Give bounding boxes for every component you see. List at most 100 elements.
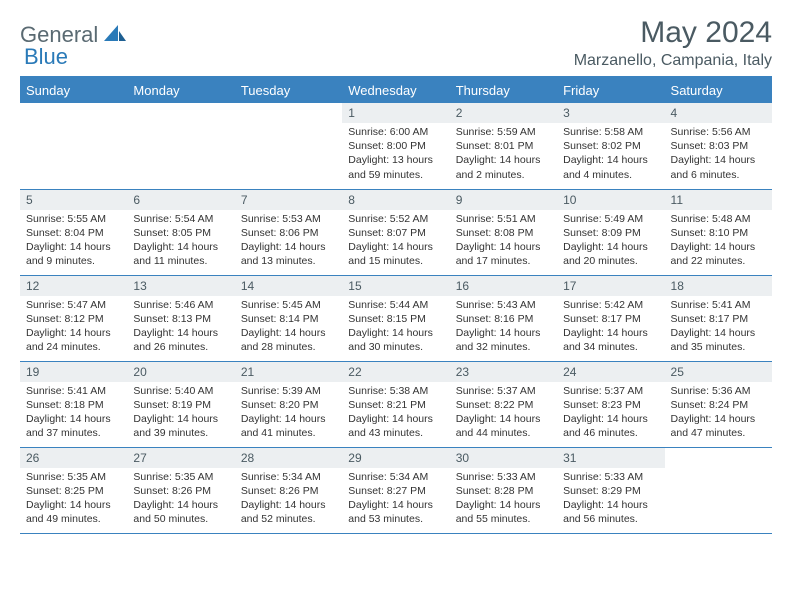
sunrise-text: Sunrise: 5:34 AM	[241, 470, 336, 484]
daylight-text: Daylight: 14 hours and 56 minutes.	[563, 498, 658, 526]
day-number: 12	[20, 276, 127, 296]
daylight-text: Daylight: 14 hours and 22 minutes.	[671, 240, 766, 268]
sunset-text: Sunset: 8:28 PM	[456, 484, 551, 498]
calendar-day-cell: 9Sunrise: 5:51 AMSunset: 8:08 PMDaylight…	[450, 189, 557, 275]
sunset-text: Sunset: 8:00 PM	[348, 139, 443, 153]
day-header: Tuesday	[235, 77, 342, 103]
day-number: 7	[235, 190, 342, 210]
calendar-week-row: 5Sunrise: 5:55 AMSunset: 8:04 PMDaylight…	[20, 189, 772, 275]
calendar-day-cell: 5Sunrise: 5:55 AMSunset: 8:04 PMDaylight…	[20, 189, 127, 275]
calendar-table: SundayMondayTuesdayWednesdayThursdayFrid…	[20, 76, 772, 534]
calendar-day-cell: 15Sunrise: 5:44 AMSunset: 8:15 PMDayligh…	[342, 275, 449, 361]
sunrise-text: Sunrise: 5:55 AM	[26, 212, 121, 226]
sunset-text: Sunset: 8:04 PM	[26, 226, 121, 240]
daylight-text: Daylight: 14 hours and 4 minutes.	[563, 153, 658, 181]
day-body: Sunrise: 5:35 AMSunset: 8:25 PMDaylight:…	[20, 468, 127, 531]
daylight-text: Daylight: 14 hours and 35 minutes.	[671, 326, 766, 354]
sunset-text: Sunset: 8:17 PM	[563, 312, 658, 326]
day-number: 24	[557, 362, 664, 382]
day-body: Sunrise: 5:33 AMSunset: 8:28 PMDaylight:…	[450, 468, 557, 531]
sunrise-text: Sunrise: 5:46 AM	[133, 298, 228, 312]
daylight-text: Daylight: 14 hours and 52 minutes.	[241, 498, 336, 526]
calendar-day-cell: 4Sunrise: 5:56 AMSunset: 8:03 PMDaylight…	[665, 103, 772, 189]
day-body: Sunrise: 5:51 AMSunset: 8:08 PMDaylight:…	[450, 210, 557, 273]
day-number: 29	[342, 448, 449, 468]
calendar-day-cell: 11Sunrise: 5:48 AMSunset: 8:10 PMDayligh…	[665, 189, 772, 275]
sunset-text: Sunset: 8:05 PM	[133, 226, 228, 240]
day-body: Sunrise: 5:44 AMSunset: 8:15 PMDaylight:…	[342, 296, 449, 359]
day-number: 14	[235, 276, 342, 296]
logo-text-blue: Blue	[24, 44, 68, 69]
calendar-day-cell: 21Sunrise: 5:39 AMSunset: 8:20 PMDayligh…	[235, 361, 342, 447]
day-body: Sunrise: 5:52 AMSunset: 8:07 PMDaylight:…	[342, 210, 449, 273]
day-body: Sunrise: 5:34 AMSunset: 8:27 PMDaylight:…	[342, 468, 449, 531]
day-number: 1	[342, 103, 449, 123]
sunrise-text: Sunrise: 5:59 AM	[456, 125, 551, 139]
calendar-day-cell: 29Sunrise: 5:34 AMSunset: 8:27 PMDayligh…	[342, 447, 449, 533]
day-number: 13	[127, 276, 234, 296]
calendar-day-cell: 10Sunrise: 5:49 AMSunset: 8:09 PMDayligh…	[557, 189, 664, 275]
sunset-text: Sunset: 8:26 PM	[241, 484, 336, 498]
day-number: 19	[20, 362, 127, 382]
day-header: Monday	[127, 77, 234, 103]
day-header: Saturday	[665, 77, 772, 103]
daylight-text: Daylight: 14 hours and 49 minutes.	[26, 498, 121, 526]
sunset-text: Sunset: 8:10 PM	[671, 226, 766, 240]
day-header: Thursday	[450, 77, 557, 103]
calendar-day-cell: 16Sunrise: 5:43 AMSunset: 8:16 PMDayligh…	[450, 275, 557, 361]
calendar-day-cell: 1Sunrise: 6:00 AMSunset: 8:00 PMDaylight…	[342, 103, 449, 189]
daylight-text: Daylight: 14 hours and 15 minutes.	[348, 240, 443, 268]
sunrise-text: Sunrise: 5:41 AM	[671, 298, 766, 312]
day-number: 6	[127, 190, 234, 210]
sunrise-text: Sunrise: 5:36 AM	[671, 384, 766, 398]
sunrise-text: Sunrise: 5:33 AM	[456, 470, 551, 484]
sunset-text: Sunset: 8:20 PM	[241, 398, 336, 412]
day-number: 5	[20, 190, 127, 210]
daylight-text: Daylight: 14 hours and 13 minutes.	[241, 240, 336, 268]
header: General May 2024 Marzanello, Campania, I…	[20, 16, 772, 70]
sunset-text: Sunset: 8:03 PM	[671, 139, 766, 153]
calendar-day-cell: 7Sunrise: 5:53 AMSunset: 8:06 PMDaylight…	[235, 189, 342, 275]
day-body: Sunrise: 5:41 AMSunset: 8:18 PMDaylight:…	[20, 382, 127, 445]
sunset-text: Sunset: 8:08 PM	[456, 226, 551, 240]
day-body: Sunrise: 5:36 AMSunset: 8:24 PMDaylight:…	[665, 382, 772, 445]
logo-sail-icon	[104, 23, 126, 48]
calendar-day-cell: 26Sunrise: 5:35 AMSunset: 8:25 PMDayligh…	[20, 447, 127, 533]
calendar-day-cell: 23Sunrise: 5:37 AMSunset: 8:22 PMDayligh…	[450, 361, 557, 447]
sunrise-text: Sunrise: 5:37 AM	[563, 384, 658, 398]
sunset-text: Sunset: 8:26 PM	[133, 484, 228, 498]
sunrise-text: Sunrise: 5:44 AM	[348, 298, 443, 312]
sunrise-text: Sunrise: 5:48 AM	[671, 212, 766, 226]
day-body: Sunrise: 5:35 AMSunset: 8:26 PMDaylight:…	[127, 468, 234, 531]
sunset-text: Sunset: 8:06 PM	[241, 226, 336, 240]
sunrise-text: Sunrise: 5:54 AM	[133, 212, 228, 226]
day-body: Sunrise: 5:55 AMSunset: 8:04 PMDaylight:…	[20, 210, 127, 273]
day-body: Sunrise: 5:33 AMSunset: 8:29 PMDaylight:…	[557, 468, 664, 531]
day-body: Sunrise: 5:37 AMSunset: 8:23 PMDaylight:…	[557, 382, 664, 445]
day-number: 22	[342, 362, 449, 382]
daylight-text: Daylight: 14 hours and 2 minutes.	[456, 153, 551, 181]
daylight-text: Daylight: 14 hours and 30 minutes.	[348, 326, 443, 354]
daylight-text: Daylight: 14 hours and 11 minutes.	[133, 240, 228, 268]
day-number: 8	[342, 190, 449, 210]
day-body: Sunrise: 5:53 AMSunset: 8:06 PMDaylight:…	[235, 210, 342, 273]
sunrise-text: Sunrise: 5:56 AM	[671, 125, 766, 139]
day-body: Sunrise: 5:49 AMSunset: 8:09 PMDaylight:…	[557, 210, 664, 273]
day-body: Sunrise: 5:37 AMSunset: 8:22 PMDaylight:…	[450, 382, 557, 445]
daylight-text: Daylight: 14 hours and 37 minutes.	[26, 412, 121, 440]
sunset-text: Sunset: 8:25 PM	[26, 484, 121, 498]
sunrise-text: Sunrise: 5:35 AM	[26, 470, 121, 484]
day-header: Friday	[557, 77, 664, 103]
day-header: Sunday	[20, 77, 127, 103]
calendar-day-cell	[235, 103, 342, 189]
sunrise-text: Sunrise: 5:38 AM	[348, 384, 443, 398]
sunset-text: Sunset: 8:24 PM	[671, 398, 766, 412]
day-number: 25	[665, 362, 772, 382]
day-body: Sunrise: 5:38 AMSunset: 8:21 PMDaylight:…	[342, 382, 449, 445]
calendar-week-row: 1Sunrise: 6:00 AMSunset: 8:00 PMDaylight…	[20, 103, 772, 189]
day-number: 9	[450, 190, 557, 210]
sunrise-text: Sunrise: 5:51 AM	[456, 212, 551, 226]
day-number: 2	[450, 103, 557, 123]
sunrise-text: Sunrise: 5:41 AM	[26, 384, 121, 398]
calendar-day-cell: 3Sunrise: 5:58 AMSunset: 8:02 PMDaylight…	[557, 103, 664, 189]
